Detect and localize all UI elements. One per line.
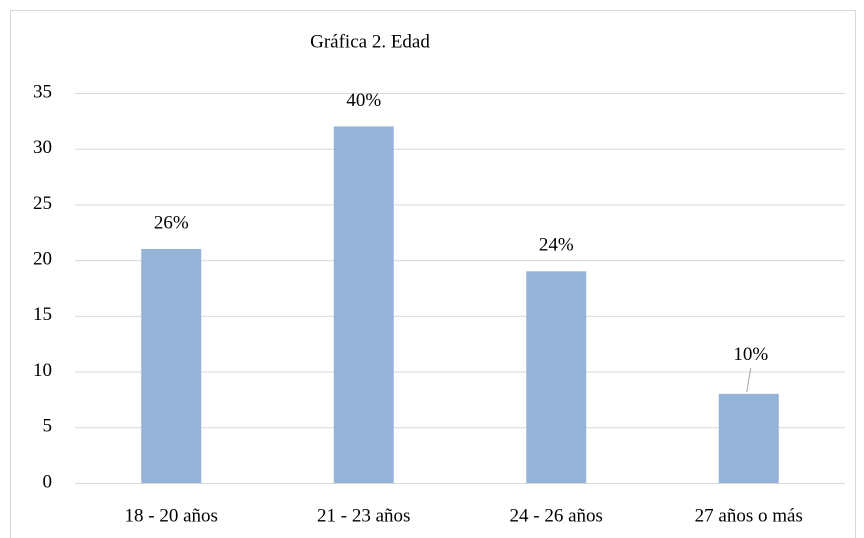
x-tick-label: 18 - 20 años [125, 505, 218, 526]
y-tick-label: 25 [33, 193, 52, 214]
bar [718, 393, 779, 483]
bar [141, 249, 202, 483]
y-tick-label: 0 [43, 471, 53, 492]
data-label: 40% [346, 90, 381, 111]
chart-title: Gráfica 2. Edad [310, 31, 430, 52]
x-tick-label: 21 - 23 años [317, 505, 410, 526]
y-tick-label: 20 [33, 249, 52, 270]
data-label: 10% [733, 344, 768, 365]
y-tick-label: 5 [43, 416, 53, 437]
bar [526, 271, 587, 483]
x-tick-label: 27 años o más [695, 505, 803, 526]
data-label: 26% [154, 212, 189, 233]
y-tick-label: 15 [33, 304, 52, 325]
bar [333, 126, 394, 483]
leader-line [746, 367, 752, 392]
y-tick-label: 30 [33, 137, 52, 158]
data-label: 24% [539, 235, 574, 256]
y-tick-label: 10 [33, 360, 52, 381]
y-tick-label: 35 [33, 81, 52, 102]
x-tick-label: 24 - 26 años [510, 505, 603, 526]
